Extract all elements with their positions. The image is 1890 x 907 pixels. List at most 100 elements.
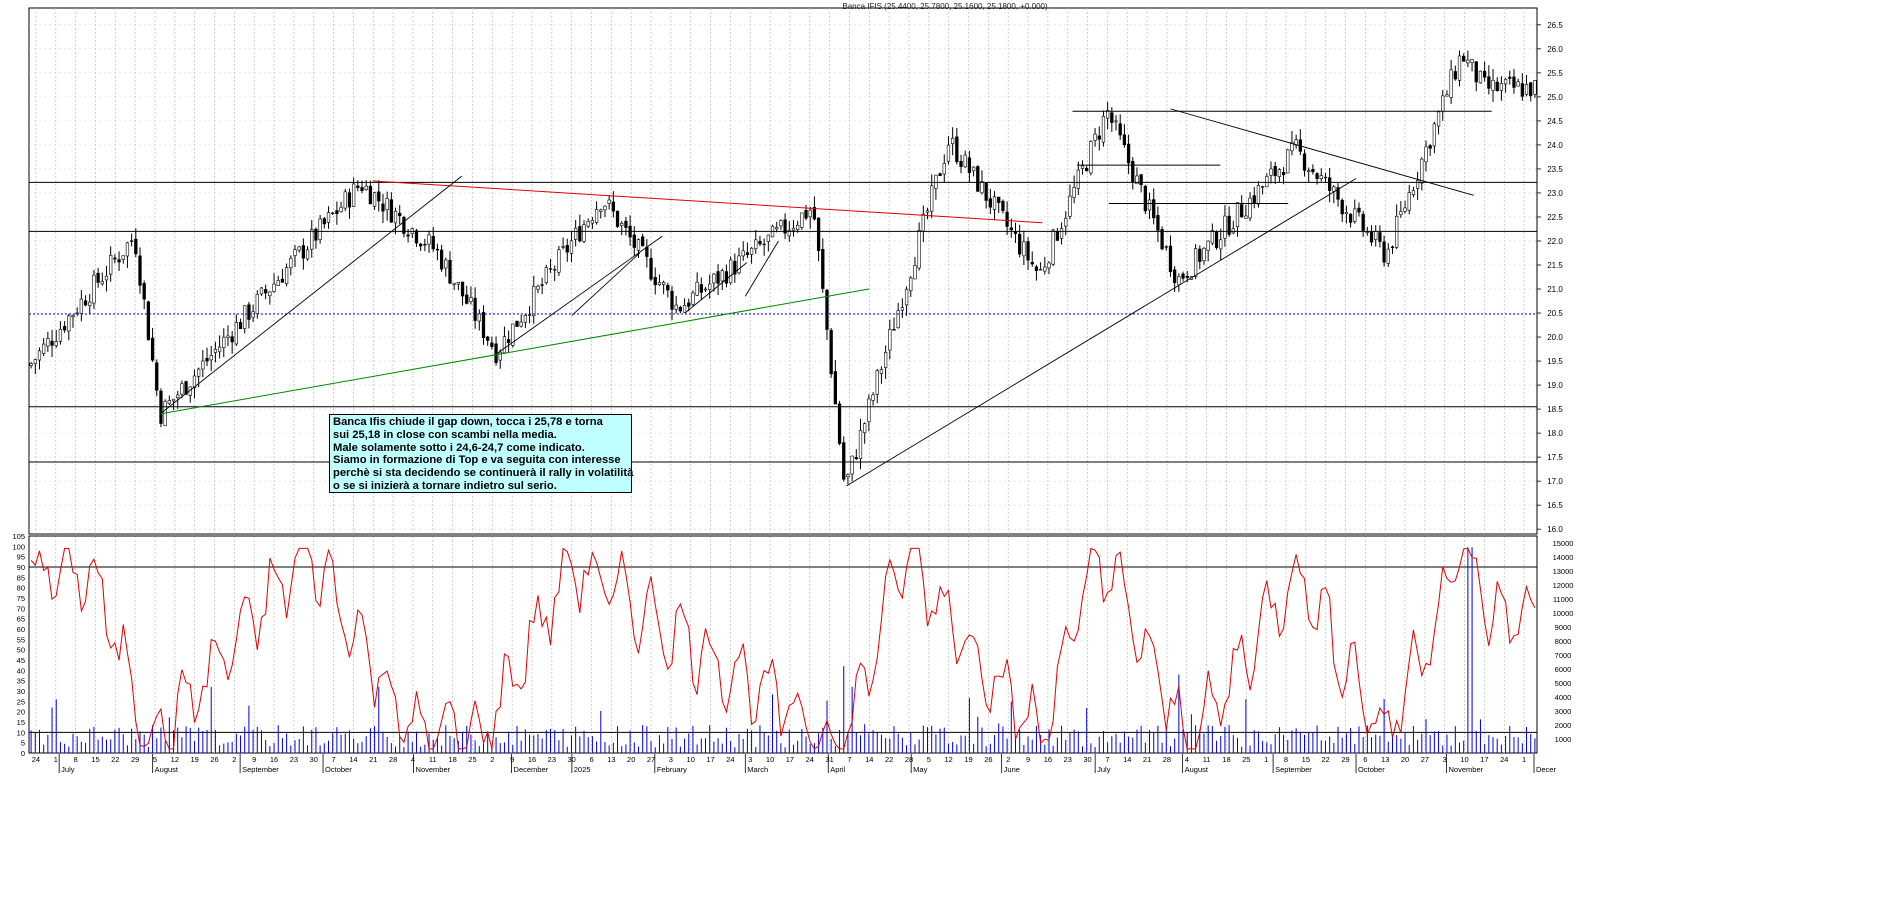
candle-body <box>607 199 611 204</box>
right-axis-tick-label: 15000 <box>1553 539 1574 548</box>
candle-body <box>1428 145 1432 149</box>
candle-body <box>779 220 783 227</box>
y-tick-label: 24.5 <box>1547 117 1563 126</box>
x-month-label: July <box>61 765 75 774</box>
candle-body <box>1101 116 1106 143</box>
candle-body <box>192 375 197 388</box>
candle-body <box>481 311 486 338</box>
candle-body <box>896 310 900 329</box>
x-day-label: 16 <box>528 755 536 764</box>
x-month-label: September <box>1275 765 1312 774</box>
candle-body <box>67 315 71 332</box>
left-axis-tick-label: 40 <box>17 666 25 675</box>
x-day-label: 30 <box>310 755 318 764</box>
candle-body <box>1466 59 1470 64</box>
candle-body <box>544 267 548 283</box>
candle-body <box>1248 197 1252 219</box>
x-month-label: August <box>155 765 179 774</box>
y-tick-label: 19.0 <box>1547 381 1563 390</box>
candle-body <box>674 304 678 310</box>
candle-body <box>1403 207 1407 212</box>
oscillator-panel <box>28 535 1538 754</box>
y-tick-label: 20.5 <box>1547 309 1563 318</box>
candle-body <box>393 210 398 224</box>
candle-body <box>737 255 741 274</box>
candle-body <box>695 281 699 296</box>
candle-body <box>1093 133 1097 141</box>
black-trendline <box>496 235 663 355</box>
candle-body <box>502 336 507 354</box>
left-axis-tick-label: 50 <box>17 646 25 655</box>
candle-body <box>134 238 138 255</box>
candle-body <box>79 298 84 314</box>
x-month-label: June <box>1004 765 1020 774</box>
candle-body <box>854 457 858 459</box>
candle-body <box>796 224 800 230</box>
candle-body <box>1420 158 1424 184</box>
candle-body <box>532 286 536 317</box>
x-day-label: 3 <box>669 755 673 764</box>
red-trendline <box>372 180 1043 224</box>
candle-body <box>1164 246 1168 248</box>
candle-body <box>1030 261 1034 265</box>
candle-body <box>331 212 335 215</box>
candle-body <box>1265 176 1269 188</box>
candle-body <box>720 270 724 282</box>
candle-body <box>733 260 737 275</box>
candle-body <box>452 282 456 285</box>
candle-body <box>280 278 285 283</box>
x-month-label: September <box>242 765 279 774</box>
candle-body <box>1399 211 1403 215</box>
candle-body <box>967 157 972 173</box>
black-trendline <box>571 252 641 316</box>
candle-body <box>356 185 360 188</box>
candle-body <box>1126 143 1131 164</box>
candle-body <box>42 343 46 354</box>
candle-body <box>272 283 276 292</box>
x-day-label: 2 <box>1006 755 1010 764</box>
candle-body <box>247 304 251 320</box>
x-day-label: 29 <box>1341 755 1349 764</box>
candle-body <box>29 363 33 366</box>
left-axis-tick-label: 25 <box>17 697 25 706</box>
candle-body <box>599 209 603 212</box>
candle-body <box>259 287 264 295</box>
x-day-label: 30 <box>1083 755 1091 764</box>
candle-body <box>297 246 301 251</box>
candle-body <box>314 228 318 241</box>
candle-body <box>419 243 423 247</box>
candle-body <box>343 191 347 209</box>
candle-body <box>1047 262 1051 269</box>
candle-body <box>921 213 925 232</box>
x-day-label: 17 <box>786 755 794 764</box>
candle-body <box>615 210 620 227</box>
x-day-label: 13 <box>1381 755 1389 764</box>
candle-body <box>1009 227 1013 231</box>
candle-body <box>930 185 934 212</box>
candle-body <box>511 323 515 346</box>
candle-body <box>846 474 850 478</box>
candle-body <box>653 276 657 286</box>
x-month-label: November <box>416 765 451 774</box>
candle-body <box>1508 76 1512 79</box>
candle-body <box>1478 70 1483 84</box>
x-day-label: 12 <box>171 755 179 764</box>
candle-body <box>1474 61 1478 83</box>
candle-body <box>1026 241 1030 261</box>
y-tick-label: 22.5 <box>1547 213 1563 222</box>
candle-body <box>473 297 477 321</box>
candle-body <box>385 198 389 210</box>
x-day-label: 19 <box>191 755 199 764</box>
candle-body <box>553 269 557 271</box>
candle-body <box>971 166 976 172</box>
x-day-label: 10 <box>766 755 774 764</box>
price-panel <box>28 7 1538 535</box>
candle-body <box>1085 167 1089 172</box>
candle-body <box>268 291 272 297</box>
candle-body <box>264 289 268 294</box>
candle-body <box>1462 55 1466 62</box>
candle-body <box>687 302 691 307</box>
candle-body <box>1055 231 1060 241</box>
left-axis-tick-label: 45 <box>17 656 25 665</box>
